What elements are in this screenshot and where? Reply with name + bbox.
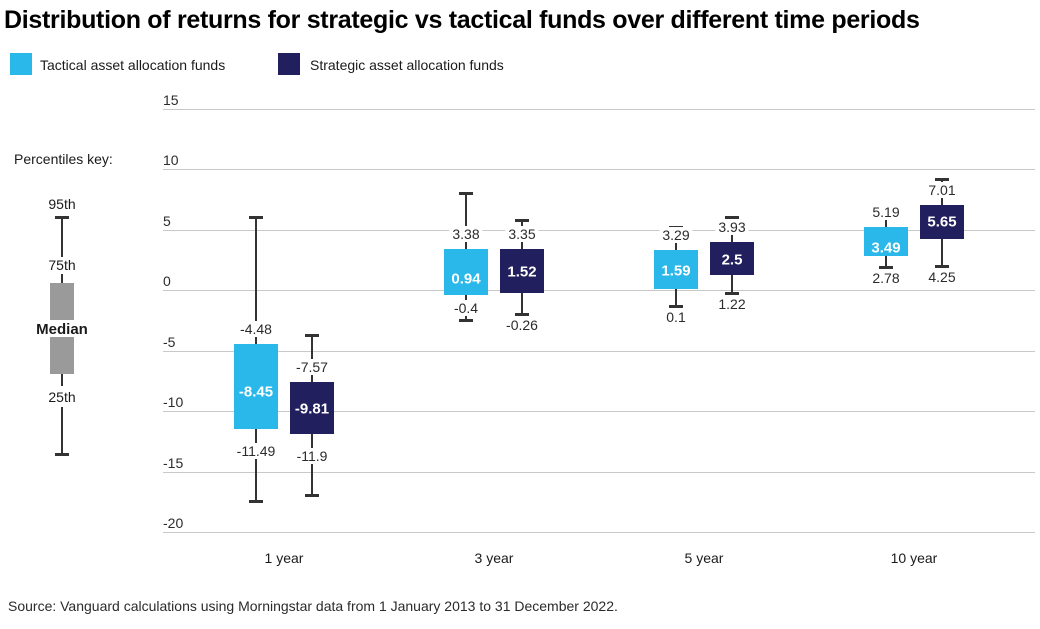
gridline: [163, 169, 1035, 170]
x-category-label: 1 year: [264, 550, 304, 566]
median-label: 1.59: [661, 262, 691, 280]
whisker-cap-low: [725, 291, 739, 295]
p25-label: 4.25: [925, 269, 959, 285]
p75-label: 3.38: [449, 226, 483, 243]
gridline: [163, 229, 1035, 231]
whisker-cap-low: [459, 319, 473, 323]
y-tick-label: -20: [163, 515, 184, 531]
median-label: 0.94: [451, 270, 481, 288]
p25-label: -0.26: [503, 317, 541, 334]
key-whisker-bottom-line: [61, 407, 63, 453]
p25-label: 2.78: [869, 270, 903, 287]
y-tick-label: -15: [163, 454, 184, 471]
key-tick: [61, 274, 63, 283]
whisker-cap-low: [669, 304, 683, 308]
p75-label: -7.57: [293, 358, 331, 375]
legend-swatch-strategic: [278, 53, 300, 75]
median-label: 1.52: [507, 263, 537, 281]
whisker-cap-high: [249, 216, 263, 220]
key-label-95th: 95th: [48, 196, 76, 212]
y-tick-label: 15: [163, 91, 179, 108]
box-tactical: [234, 344, 278, 430]
key-whisker-top-line: [61, 219, 63, 257]
box-tactical: [864, 227, 908, 257]
gridline: [163, 532, 1035, 533]
median-label: 2.5: [721, 251, 743, 269]
p75-label: 3.29: [659, 227, 693, 244]
y-tick-label: 10: [163, 152, 179, 168]
y-tick-label: 5: [163, 212, 171, 229]
box-tactical: [444, 249, 488, 295]
gridline: [163, 411, 1035, 412]
percentiles-key-heading: Percentiles key:: [14, 151, 113, 167]
x-category-label: 10 year: [890, 550, 938, 566]
whisker-cap-low: [935, 265, 949, 268]
box-strategic: [920, 205, 964, 239]
whisker-cap-low: [305, 493, 319, 497]
box-strategic: [500, 249, 544, 294]
whisker-cap-low: [515, 313, 529, 317]
p25-label: -0.4: [450, 299, 482, 316]
p75-label: 3.35: [505, 226, 539, 243]
box-tactical: [654, 250, 698, 289]
y-tick-label: -5: [163, 333, 176, 350]
key-upper-box: [50, 283, 74, 320]
p25-label: 0.1: [663, 308, 689, 325]
gridline: [163, 471, 1035, 473]
x-category-label: 5 year: [684, 550, 724, 566]
y-tick-label: 0: [163, 273, 171, 289]
median-label: -9.81: [294, 400, 330, 418]
legend-label-tactical: Tactical asset allocation funds: [40, 57, 226, 73]
box-strategic: [710, 242, 754, 276]
p25-label: 1.22: [715, 295, 749, 312]
y-tick-label: -10: [163, 394, 184, 410]
whisker-cap-high: [725, 216, 739, 220]
legend-label-strategic: Strategic asset allocation funds: [310, 57, 504, 73]
median-label: -8.45: [238, 383, 274, 401]
whisker-cap-low: [879, 266, 893, 270]
source-note: Source: Vanguard calculations using Morn…: [8, 598, 618, 614]
key-tick: [61, 374, 63, 386]
p75-label: 3.93: [715, 219, 749, 236]
gridline: [163, 350, 1035, 352]
p25-label: -11.9: [293, 447, 331, 464]
chart-title: Distribution of returns for strategic vs…: [4, 6, 920, 34]
whisker-cap-high: [459, 192, 473, 196]
whisker-cap-high: [935, 177, 949, 181]
legend-swatch-tactical: [10, 53, 32, 75]
key-label-25th: 25th: [48, 389, 76, 405]
key-whisker-bottom-cap: [55, 453, 69, 456]
p75-label: -4.48: [237, 321, 275, 338]
gridline: [163, 290, 1035, 291]
p75-label: 7.01: [925, 182, 959, 199]
median-label: 5.65: [927, 213, 957, 231]
whisker-cap-low: [249, 499, 263, 503]
key-label-median: Median: [36, 321, 88, 338]
median-label: 3.49: [871, 239, 901, 257]
key-label-75th: 75th: [48, 257, 76, 273]
p75-label: 5.19: [869, 204, 903, 221]
x-category-label: 3 year: [474, 550, 514, 566]
box-strategic: [290, 381, 334, 434]
p25-label: -11.49: [233, 443, 279, 460]
whisker-cap-high: [305, 333, 319, 337]
whisker-cap-high: [515, 218, 529, 222]
key-lower-box: [50, 337, 74, 374]
gridline: [163, 108, 1035, 110]
key-whisker-top-cap: [55, 216, 69, 219]
